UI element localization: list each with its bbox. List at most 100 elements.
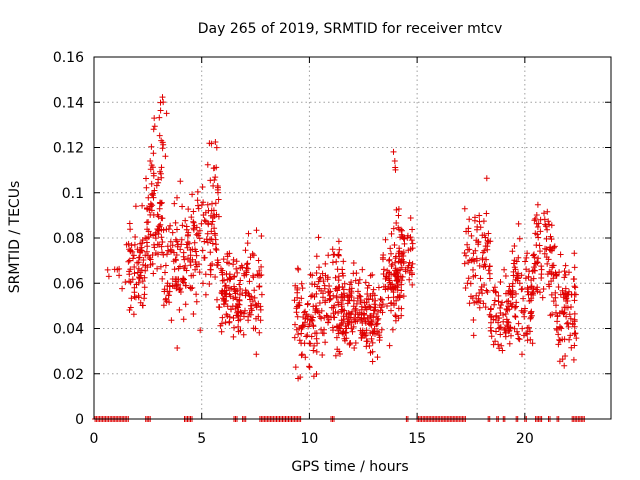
data-point: [483, 175, 490, 182]
data-point: [196, 235, 203, 242]
data-point: [150, 170, 157, 177]
data-point: [388, 271, 395, 278]
data-point: [221, 298, 228, 305]
data-point: [508, 332, 514, 339]
data-point: [302, 354, 309, 361]
y-tick-label: 0.08: [53, 231, 84, 247]
data-point: [309, 281, 316, 288]
data-point: [380, 301, 386, 308]
data-point: [373, 321, 380, 328]
data-point: [503, 316, 510, 323]
data-point: [407, 215, 414, 221]
data-point: [297, 374, 304, 381]
data-point: [346, 340, 353, 347]
data-point: [369, 358, 376, 365]
data-point: [344, 318, 351, 325]
data-point: [316, 313, 323, 320]
data-point: [468, 293, 474, 300]
data-point: [245, 230, 252, 237]
y-tick-label: 0.06: [53, 276, 84, 292]
data-point: [211, 225, 218, 232]
data-point: [532, 215, 539, 222]
data-point: [200, 212, 207, 218]
data-point: [365, 282, 372, 289]
data-point: [362, 279, 369, 286]
data-point: [205, 207, 212, 214]
data-point: [246, 309, 253, 316]
data-point: [105, 273, 112, 280]
data-point: [491, 301, 498, 308]
data-point: [474, 223, 481, 230]
data-point: [528, 309, 534, 316]
data-point: [247, 254, 254, 261]
data-point: [530, 267, 537, 274]
data-point: [306, 321, 313, 327]
data-point: [503, 306, 510, 312]
data-point: [160, 251, 167, 258]
data-point: [244, 265, 251, 272]
data-point: [156, 114, 163, 121]
data-point: [529, 340, 536, 347]
data-point: [152, 235, 159, 242]
data-point: [540, 286, 547, 292]
data-point: [212, 139, 219, 145]
data-point: [167, 238, 174, 245]
data-point: [193, 224, 200, 231]
data-point: [561, 336, 568, 343]
data-point: [230, 274, 237, 280]
data-point: [215, 189, 221, 196]
data-point: [341, 335, 348, 342]
data-point: [490, 341, 497, 348]
data-point: [306, 364, 313, 371]
data-point: [183, 282, 189, 289]
data-point: [149, 252, 156, 258]
data-point: [189, 191, 196, 198]
data-point: [404, 264, 411, 271]
data-point: [298, 280, 305, 287]
data-point: [398, 281, 405, 288]
data-point: [527, 328, 533, 335]
data-point: [495, 298, 502, 305]
data-point: [321, 314, 328, 321]
data-point: [353, 307, 359, 314]
data-point: [336, 322, 343, 329]
data-point: [569, 321, 576, 328]
data-point: [177, 178, 184, 185]
data-point: [369, 329, 376, 336]
data-point: [513, 258, 520, 265]
data-point: [343, 313, 350, 320]
data-point: [533, 286, 540, 293]
data-point: [195, 202, 201, 209]
data-point: [237, 316, 244, 323]
data-point: [190, 219, 197, 226]
data-point: [206, 236, 213, 243]
data-point: [498, 302, 504, 308]
data-point: [497, 305, 503, 311]
data-point: [465, 225, 472, 232]
data-point: [391, 242, 398, 248]
data-point: [313, 330, 320, 337]
data-point: [245, 290, 252, 297]
data-point: [521, 307, 528, 314]
data-point: [571, 342, 578, 349]
data-point: [159, 139, 166, 146]
data-point: [509, 280, 516, 287]
data-point: [363, 338, 370, 345]
data-point: [250, 274, 257, 281]
data-point: [332, 285, 339, 292]
data-point: [202, 291, 209, 298]
data-point: [223, 290, 230, 297]
data-point: [404, 234, 411, 241]
data-point: [322, 260, 329, 267]
data-point: [516, 336, 523, 343]
data-point: [567, 332, 574, 339]
data-point: [303, 333, 310, 340]
data-point: [359, 330, 366, 337]
data-point: [515, 335, 522, 342]
data-point: [475, 239, 482, 246]
data-point: [347, 314, 354, 321]
data-point: [396, 226, 403, 233]
data-point: [388, 307, 394, 314]
data-point: [148, 180, 155, 187]
data-point: [548, 222, 555, 229]
